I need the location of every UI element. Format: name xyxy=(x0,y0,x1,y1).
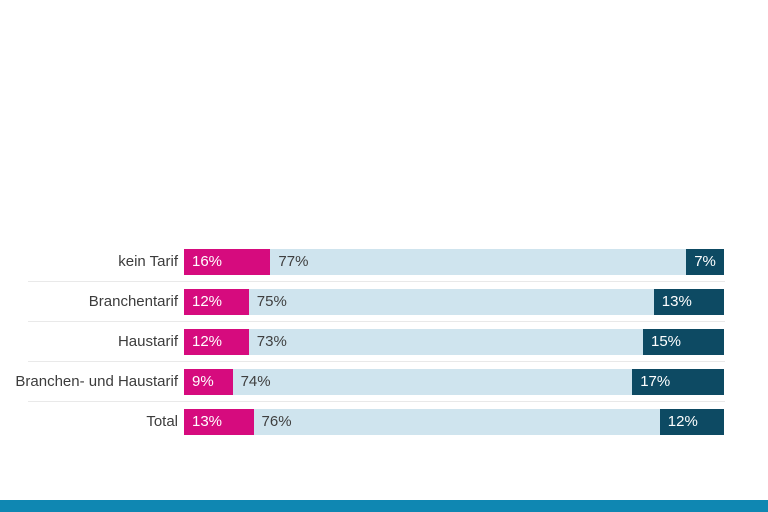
value-label: 13% xyxy=(192,412,223,430)
row-separator xyxy=(28,281,725,282)
value-label: 7% xyxy=(694,252,716,270)
row-separator xyxy=(28,361,725,362)
value-label: 12% xyxy=(667,412,698,430)
chart-row: Haustarif 12% 73% 15% xyxy=(0,322,768,361)
pink-segment: 12% xyxy=(184,288,249,315)
value-label: 13% xyxy=(661,292,692,310)
dark-teal-segment: 17% xyxy=(632,368,724,395)
stacked-bar: 13% 76% 12% xyxy=(184,408,725,435)
chart-row: Branchen- und Haustarif 9% 74% 17% xyxy=(0,362,768,401)
stacked-bar: 9% 74% 17% xyxy=(184,368,724,395)
dark-teal-segment: 7% xyxy=(686,248,724,275)
category-label: Total xyxy=(146,413,178,430)
category-label: Branchen- und Haustarif xyxy=(15,373,178,390)
category-label: Branchentarif xyxy=(88,293,178,310)
light-blue-segment: 77% xyxy=(270,248,687,275)
footer-accent-bar xyxy=(0,500,768,512)
light-blue-segment: 73% xyxy=(248,328,643,355)
row-separator xyxy=(28,401,725,402)
value-label: 73% xyxy=(256,332,287,350)
chart-rows: kein Tarif 16% 77% 7% Branchentarif 12% 75% 13%… xyxy=(0,242,768,441)
light-blue-segment: 75% xyxy=(248,288,654,315)
chart-row: Total 13% 76% 12% xyxy=(0,402,768,441)
category-label: kein Tarif xyxy=(118,253,178,270)
pink-segment: 9% xyxy=(184,368,233,395)
value-label: 75% xyxy=(256,292,287,310)
category-label: Haustarif xyxy=(117,333,178,350)
stacked-bar: 12% 73% 15% xyxy=(184,328,724,355)
dark-teal-segment: 12% xyxy=(659,408,725,435)
chart-row: Branchentarif 12% 75% 13% xyxy=(0,282,768,321)
pink-segment: 12% xyxy=(184,328,249,355)
pink-segment: 13% xyxy=(184,408,254,435)
stacked-bar: 16% 77% 7% xyxy=(184,248,724,275)
value-label: 9% xyxy=(192,372,214,390)
chart-row: kein Tarif 16% 77% 7% xyxy=(0,242,768,281)
light-blue-segment: 74% xyxy=(232,368,633,395)
value-label: 76% xyxy=(261,412,292,430)
pink-segment: 16% xyxy=(184,248,271,275)
row-separator xyxy=(28,321,725,322)
value-label: 74% xyxy=(240,372,271,390)
value-label: 16% xyxy=(192,252,223,270)
stacked-bar: 12% 75% 13% xyxy=(184,288,724,315)
dark-teal-segment: 15% xyxy=(642,328,724,355)
value-label: 12% xyxy=(192,292,223,310)
value-label: 17% xyxy=(640,372,671,390)
dark-teal-segment: 13% xyxy=(653,288,724,315)
value-label: 12% xyxy=(192,332,223,350)
value-label: 77% xyxy=(278,252,309,270)
light-blue-segment: 76% xyxy=(253,408,660,435)
value-label: 15% xyxy=(650,332,682,350)
stacked-bar-chart: kein Tarif 16% 77% 7% Branchentarif 12% 75% 13%… xyxy=(0,242,768,441)
